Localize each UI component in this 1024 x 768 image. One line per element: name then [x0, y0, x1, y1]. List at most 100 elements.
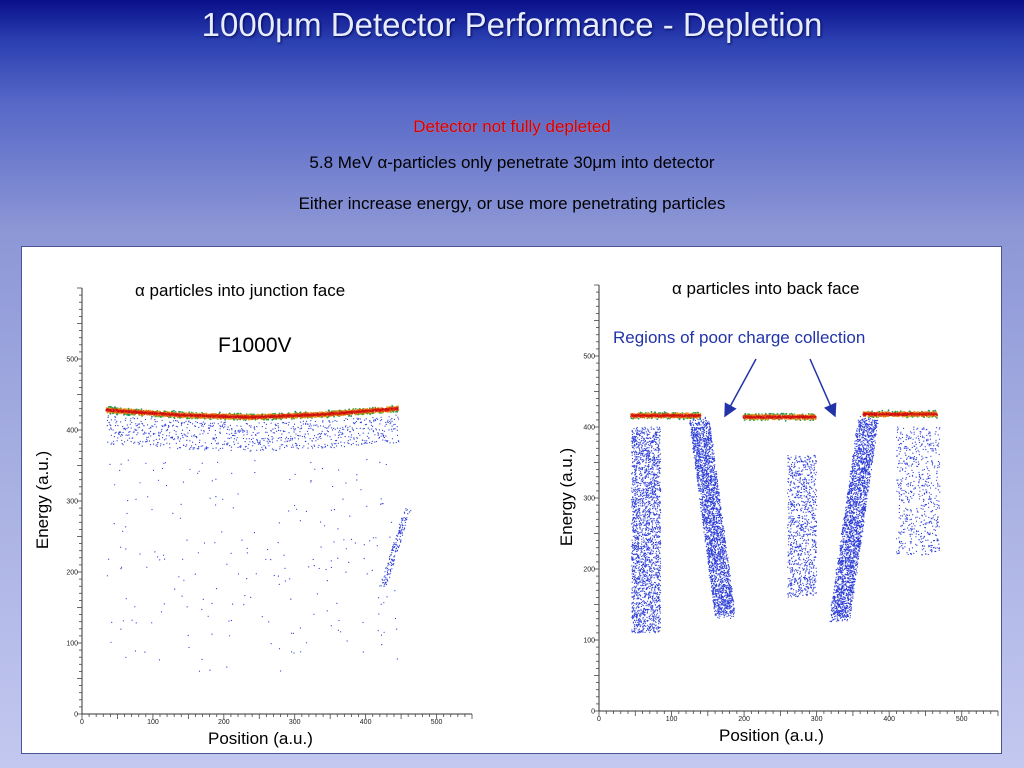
data-point — [287, 438, 289, 440]
data-point — [186, 539, 188, 541]
data-point — [285, 438, 287, 440]
data-point — [278, 648, 281, 650]
data-point — [199, 433, 201, 435]
data-point — [403, 512, 406, 514]
data-point — [678, 414, 680, 417]
data-point — [333, 541, 335, 543]
data-point — [290, 435, 292, 437]
data-point — [392, 549, 394, 551]
data-point — [117, 424, 119, 427]
data-point — [781, 415, 784, 418]
data-point — [209, 427, 211, 429]
data-point — [313, 444, 315, 446]
data-point — [267, 434, 270, 437]
data-point — [180, 423, 183, 425]
data-point — [181, 414, 184, 417]
data-point — [299, 444, 301, 447]
data-point — [180, 422, 183, 424]
data-point — [404, 522, 406, 524]
data-point — [367, 432, 369, 434]
data-point — [219, 413, 221, 416]
data-point — [808, 416, 810, 419]
data-point — [288, 440, 290, 442]
data-point — [389, 576, 391, 578]
data-point — [270, 430, 272, 432]
data-point — [221, 531, 223, 533]
data-point — [261, 446, 263, 448]
data-point — [247, 447, 249, 449]
data-point — [128, 437, 130, 439]
data-point — [813, 416, 816, 418]
data-point — [264, 437, 266, 439]
data-point — [401, 523, 403, 525]
data-point — [312, 558, 314, 561]
data-point — [369, 408, 371, 411]
data-point — [343, 446, 346, 448]
data-point — [203, 431, 205, 433]
data-point — [114, 406, 116, 408]
data-point — [294, 437, 296, 439]
back-face-plot: α particles into back face Regions of po… — [512, 247, 1001, 753]
back-y-tick-label: 100 — [583, 638, 595, 645]
data-point — [123, 411, 126, 414]
data-point — [357, 418, 359, 421]
data-point — [252, 441, 254, 443]
data-point — [237, 573, 240, 575]
data-point — [232, 507, 234, 509]
junction-plot-title: α particles into junction face — [135, 281, 346, 300]
data-point — [207, 447, 209, 449]
data-point — [384, 571, 386, 573]
data-point — [150, 435, 152, 437]
data-point — [180, 424, 182, 426]
data-point — [202, 417, 204, 419]
data-point — [223, 421, 225, 424]
data-point — [353, 409, 356, 412]
data-point — [215, 588, 218, 590]
data-point — [371, 410, 374, 413]
data-point — [260, 449, 262, 451]
data-point — [329, 424, 331, 426]
data-point — [154, 419, 156, 421]
data-point — [115, 422, 117, 424]
data-point — [389, 561, 391, 563]
data-point — [809, 413, 812, 416]
data-point — [126, 410, 129, 412]
data-point — [356, 479, 358, 481]
data-point — [401, 534, 404, 536]
data-point — [392, 547, 394, 549]
data-point — [404, 517, 407, 519]
data-point — [265, 558, 267, 560]
data-point — [192, 448, 194, 450]
data-point — [160, 430, 163, 432]
data-point — [214, 440, 216, 442]
data-point — [170, 422, 172, 424]
data-point — [177, 438, 179, 440]
data-point — [289, 478, 291, 481]
data-point — [698, 414, 701, 416]
data-point — [284, 441, 286, 443]
data-point — [392, 410, 395, 413]
data-point — [353, 437, 355, 439]
data-point — [275, 424, 277, 426]
data-point — [268, 440, 270, 442]
data-point — [359, 434, 361, 436]
data-point — [386, 571, 389, 574]
data-point — [339, 427, 341, 429]
data-point — [650, 411, 653, 413]
data-point — [355, 420, 357, 423]
data-point — [288, 510, 290, 512]
data-point — [207, 432, 209, 434]
data-point — [171, 437, 173, 439]
data-point — [151, 415, 153, 418]
data-point — [302, 416, 305, 418]
data-point — [805, 415, 808, 418]
data-point — [124, 427, 126, 430]
data-point — [396, 410, 399, 413]
data-point — [295, 508, 298, 510]
data-point — [393, 424, 395, 426]
data-point — [161, 467, 164, 470]
data-point — [277, 427, 280, 429]
data-point — [653, 412, 656, 415]
data-point — [388, 573, 390, 575]
data-point — [342, 433, 344, 435]
